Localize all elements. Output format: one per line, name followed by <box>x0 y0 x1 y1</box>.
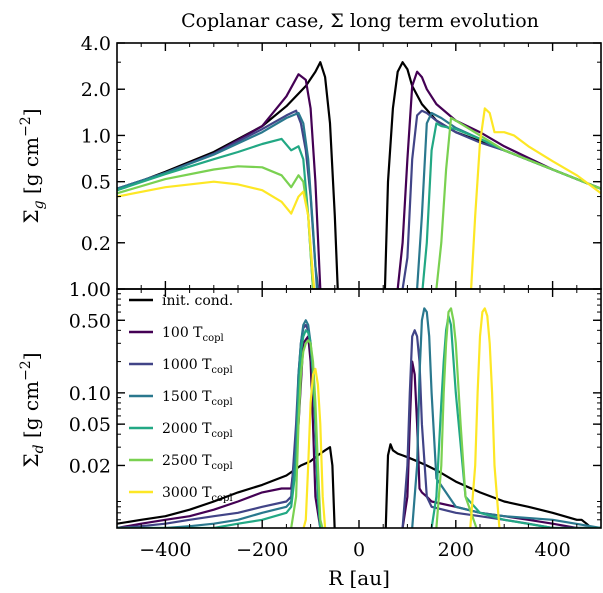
gas-series-0 <box>117 61 601 289</box>
dust-ylabel-sup: −2 <box>18 360 34 381</box>
dust-y-tick-label: 0.05 <box>69 414 111 436</box>
dust-series-0 <box>117 443 601 528</box>
legend-entry: 2000 Tcopl <box>162 421 233 440</box>
gas-y-axis-label: Σg [g cm−2] <box>18 108 47 223</box>
dust-series-5 <box>289 307 478 528</box>
dust-curves <box>117 307 601 528</box>
gas-series-5 <box>117 116 601 289</box>
legend-entry-base: 100 T <box>162 325 203 341</box>
legend-entry-base: 2500 T <box>162 453 212 469</box>
gas-ylabel-end: ] <box>19 108 43 116</box>
legend-entry: 100 Tcopl <box>162 325 224 344</box>
legend-entry-base: init. cond. <box>162 293 233 309</box>
dust-y-axis-label: Σd [g cm−2] <box>18 352 47 467</box>
x-axis-label: R [au] <box>328 566 390 590</box>
dust-ticks: 0.02 0.05 0.10 0.50 1.00 <box>69 279 602 528</box>
x-axis-ticks: −400 −200 0 200 400 <box>139 539 570 561</box>
gas-y-tick-label: 2.0 <box>81 79 111 101</box>
legend-entry-sub: copl <box>211 397 232 408</box>
legend-entry-base: 1500 T <box>162 389 212 405</box>
x-tick-label: 200 <box>438 539 474 561</box>
x-tick-label: 400 <box>534 539 570 561</box>
dust-series-3 <box>117 307 601 528</box>
gas-y-tick-label: 0.5 <box>81 172 111 194</box>
dust-y-tick-label: 0.50 <box>69 310 111 332</box>
gas-series-2 <box>117 109 601 289</box>
gas-y-tick-label: 4.0 <box>81 33 111 55</box>
dust-ylabel-end: ] <box>19 352 43 360</box>
legend-entry: 1500 Tcopl <box>162 389 233 408</box>
gas-ylabel-sub: g <box>31 200 47 209</box>
dust-ylabel-sub: d <box>31 444 47 453</box>
dust-panel: 0.02 0.05 0.10 0.50 1.00 Σd [g cm−2] <box>18 279 602 529</box>
dust-series-6 <box>302 307 501 528</box>
legend-entry: 2500 Tcopl <box>162 453 233 472</box>
gas-y-tick-label: 1.0 <box>81 125 111 147</box>
legend-entry-sub: copl <box>211 365 232 376</box>
legend-entry-sub: copl <box>211 429 232 440</box>
gas-curves <box>117 61 601 289</box>
legend-entry-sub: copl <box>211 493 232 504</box>
gas-series-3 <box>117 111 601 289</box>
legend-entry-base: 2000 T <box>162 421 212 437</box>
x-tick-label: 0 <box>353 539 365 561</box>
dust-y-tick-label: 0.10 <box>69 383 111 405</box>
dust-ylabel-main: Σ <box>19 453 43 467</box>
gas-ylabel-rest: [g cm <box>19 137 43 201</box>
legend-entry-sub: copl <box>211 461 232 472</box>
legend-entry-sub: copl <box>203 333 224 344</box>
gas-series-1 <box>117 70 601 289</box>
gas-ticks: 0.2 0.5 1.0 2.0 4.0 <box>81 33 602 289</box>
gas-y-tick-label: 0.2 <box>81 233 111 255</box>
gas-series-6 <box>117 107 601 289</box>
chart-title: Coplanar case, Σ long term evolution <box>181 10 539 32</box>
dust-y-tick-label: 0.02 <box>69 455 111 477</box>
legend-entry: init. cond. <box>162 293 233 309</box>
legend-entry-base: 3000 T <box>162 485 212 501</box>
dust-y-tick-label: 1.00 <box>69 279 111 301</box>
legend-entry-base: 1000 T <box>162 357 212 373</box>
gas-ylabel-main: Σ <box>19 209 43 223</box>
dust-series-4 <box>117 314 601 528</box>
gas-ylabel-sup: −2 <box>18 116 34 137</box>
x-tick-label: −200 <box>236 539 288 561</box>
legend-entry: 1000 Tcopl <box>162 357 233 376</box>
gas-panel: 0.2 0.5 1.0 2.0 4.0 Σg [g cm−2] <box>18 33 602 290</box>
legend-entry: 3000 Tcopl <box>162 485 233 504</box>
dust-ylabel-rest: [g cm <box>19 381 43 445</box>
x-tick-label: −400 <box>139 539 191 561</box>
dust-series-1 <box>117 335 601 528</box>
